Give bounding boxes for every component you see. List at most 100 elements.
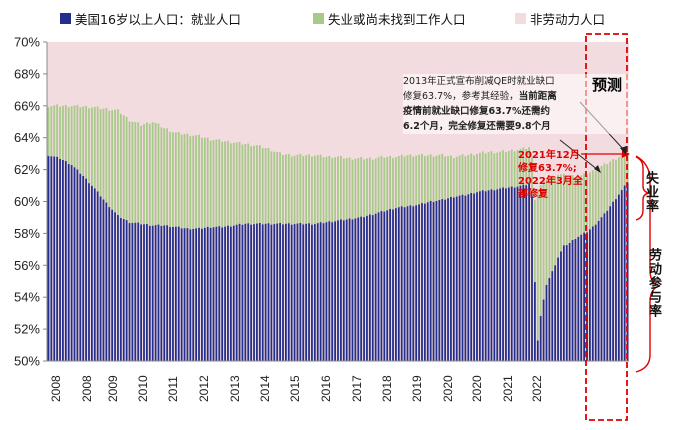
bar-employment: [560, 251, 562, 361]
bar-unemployed: [536, 189, 539, 341]
bar-unemployed: [366, 158, 368, 216]
bar-employment: [557, 257, 559, 361]
bar-unemployed: [79, 107, 82, 174]
bar-employment: [119, 218, 122, 361]
bar-employment: [380, 211, 383, 361]
bar-unemployed: [473, 155, 475, 194]
bar-unemployed: [597, 168, 600, 221]
bar-unemployed: [47, 107, 50, 157]
legend-swatch-unemployed: [313, 13, 324, 24]
bar-employment: [201, 228, 203, 361]
bar-employment: [221, 227, 224, 361]
bar-employment: [519, 185, 522, 361]
bar-unemployed: [70, 106, 73, 166]
bar-employment: [169, 227, 171, 361]
bar-employment: [513, 187, 516, 361]
x-tick-label: 2020: [470, 375, 484, 402]
bar-unemployed: [290, 156, 293, 225]
bar-unemployed: [525, 148, 528, 186]
x-tick-label: 2008: [49, 375, 63, 402]
bar-employment: [67, 164, 70, 361]
bar-employment: [279, 222, 281, 361]
y-tick-label: 60%: [14, 194, 40, 209]
bar-employment: [467, 194, 470, 361]
bar-unemployed: [270, 151, 273, 225]
bar-unemployed: [380, 155, 383, 212]
bar-unemployed: [108, 110, 111, 208]
y-tick-label: 54%: [14, 290, 40, 305]
bar-unemployed: [562, 173, 565, 246]
bar-unemployed: [426, 155, 429, 203]
bar-employment: [366, 215, 368, 361]
x-tick-label: 2020: [441, 375, 455, 402]
red-line-3: 2022年3月全: [518, 176, 583, 187]
bar-unemployed: [481, 151, 484, 191]
x-tick-label: 2016: [319, 375, 333, 402]
bar-unemployed: [476, 154, 478, 193]
bar-unemployed: [591, 170, 594, 227]
gap-repair-note: 2013年正式宣布削减QE时就业缺口 修复63.7%，参考其经验，当前距离 疫情…: [403, 74, 633, 134]
bar-employment: [88, 183, 90, 361]
bar-employment: [250, 224, 253, 361]
bar-unemployed: [128, 121, 131, 224]
bar-employment: [244, 223, 247, 361]
bar-unemployed: [227, 140, 229, 226]
bar-employment: [253, 224, 255, 361]
bar-employment: [227, 225, 229, 361]
bar-employment: [137, 222, 140, 361]
bar-unemployed: [218, 139, 221, 227]
bar-employment: [339, 219, 342, 361]
bar-employment: [600, 217, 603, 361]
bar-unemployed: [325, 156, 328, 223]
bar-unemployed: [435, 155, 438, 201]
bar-unemployed: [371, 159, 374, 216]
bar-employment: [580, 234, 583, 361]
legend-label-employment: 美国16岁以上人口：就业人口: [75, 12, 241, 27]
bar-unemployed: [548, 177, 551, 279]
bar-employment: [412, 206, 415, 361]
bar-employment: [195, 228, 198, 361]
bar-employment: [96, 191, 99, 361]
bar-unemployed: [209, 140, 212, 228]
bar-employment: [111, 209, 114, 361]
bar-unemployed: [539, 185, 542, 317]
bar-employment: [160, 225, 163, 361]
bar-employment: [357, 217, 360, 361]
bar-unemployed: [554, 176, 557, 266]
bar-unemployed: [377, 157, 380, 213]
bar-unemployed: [241, 144, 244, 225]
bar-unemployed: [93, 106, 96, 189]
bar-unemployed: [284, 154, 287, 224]
bar-unemployed: [131, 121, 134, 223]
bar-employment: [102, 199, 105, 361]
bar-unemployed: [374, 158, 377, 214]
bar-employment: [180, 228, 183, 361]
y-tick-label: 52%: [14, 322, 40, 337]
bar-unemployed: [256, 145, 258, 224]
bar-unemployed: [308, 154, 310, 224]
bar-unemployed: [400, 154, 403, 207]
bar-unemployed: [302, 156, 305, 225]
bar-unemployed: [56, 104, 59, 157]
bar-employment: [82, 175, 85, 361]
bar-employment: [316, 223, 319, 361]
bar-employment: [461, 194, 464, 361]
bar-unemployed: [148, 123, 151, 226]
bar-employment: [128, 223, 131, 361]
bar-unemployed: [151, 122, 154, 226]
bar-unemployed: [620, 154, 623, 191]
x-tick-label: 2022: [530, 375, 544, 402]
bar-unemployed: [319, 154, 322, 223]
bar-unemployed: [499, 151, 502, 189]
bar-unemployed: [76, 104, 79, 170]
bar-employment: [258, 222, 261, 361]
bar-employment: [551, 271, 554, 361]
bar-employment: [386, 210, 389, 361]
bar-employment: [305, 223, 308, 361]
bar-employment: [131, 222, 134, 361]
y-tick-label: 58%: [14, 226, 40, 241]
bar-unemployed: [583, 173, 586, 233]
bar-unemployed: [163, 128, 166, 226]
bar-unemployed: [383, 157, 386, 212]
bar-employment: [163, 225, 166, 361]
